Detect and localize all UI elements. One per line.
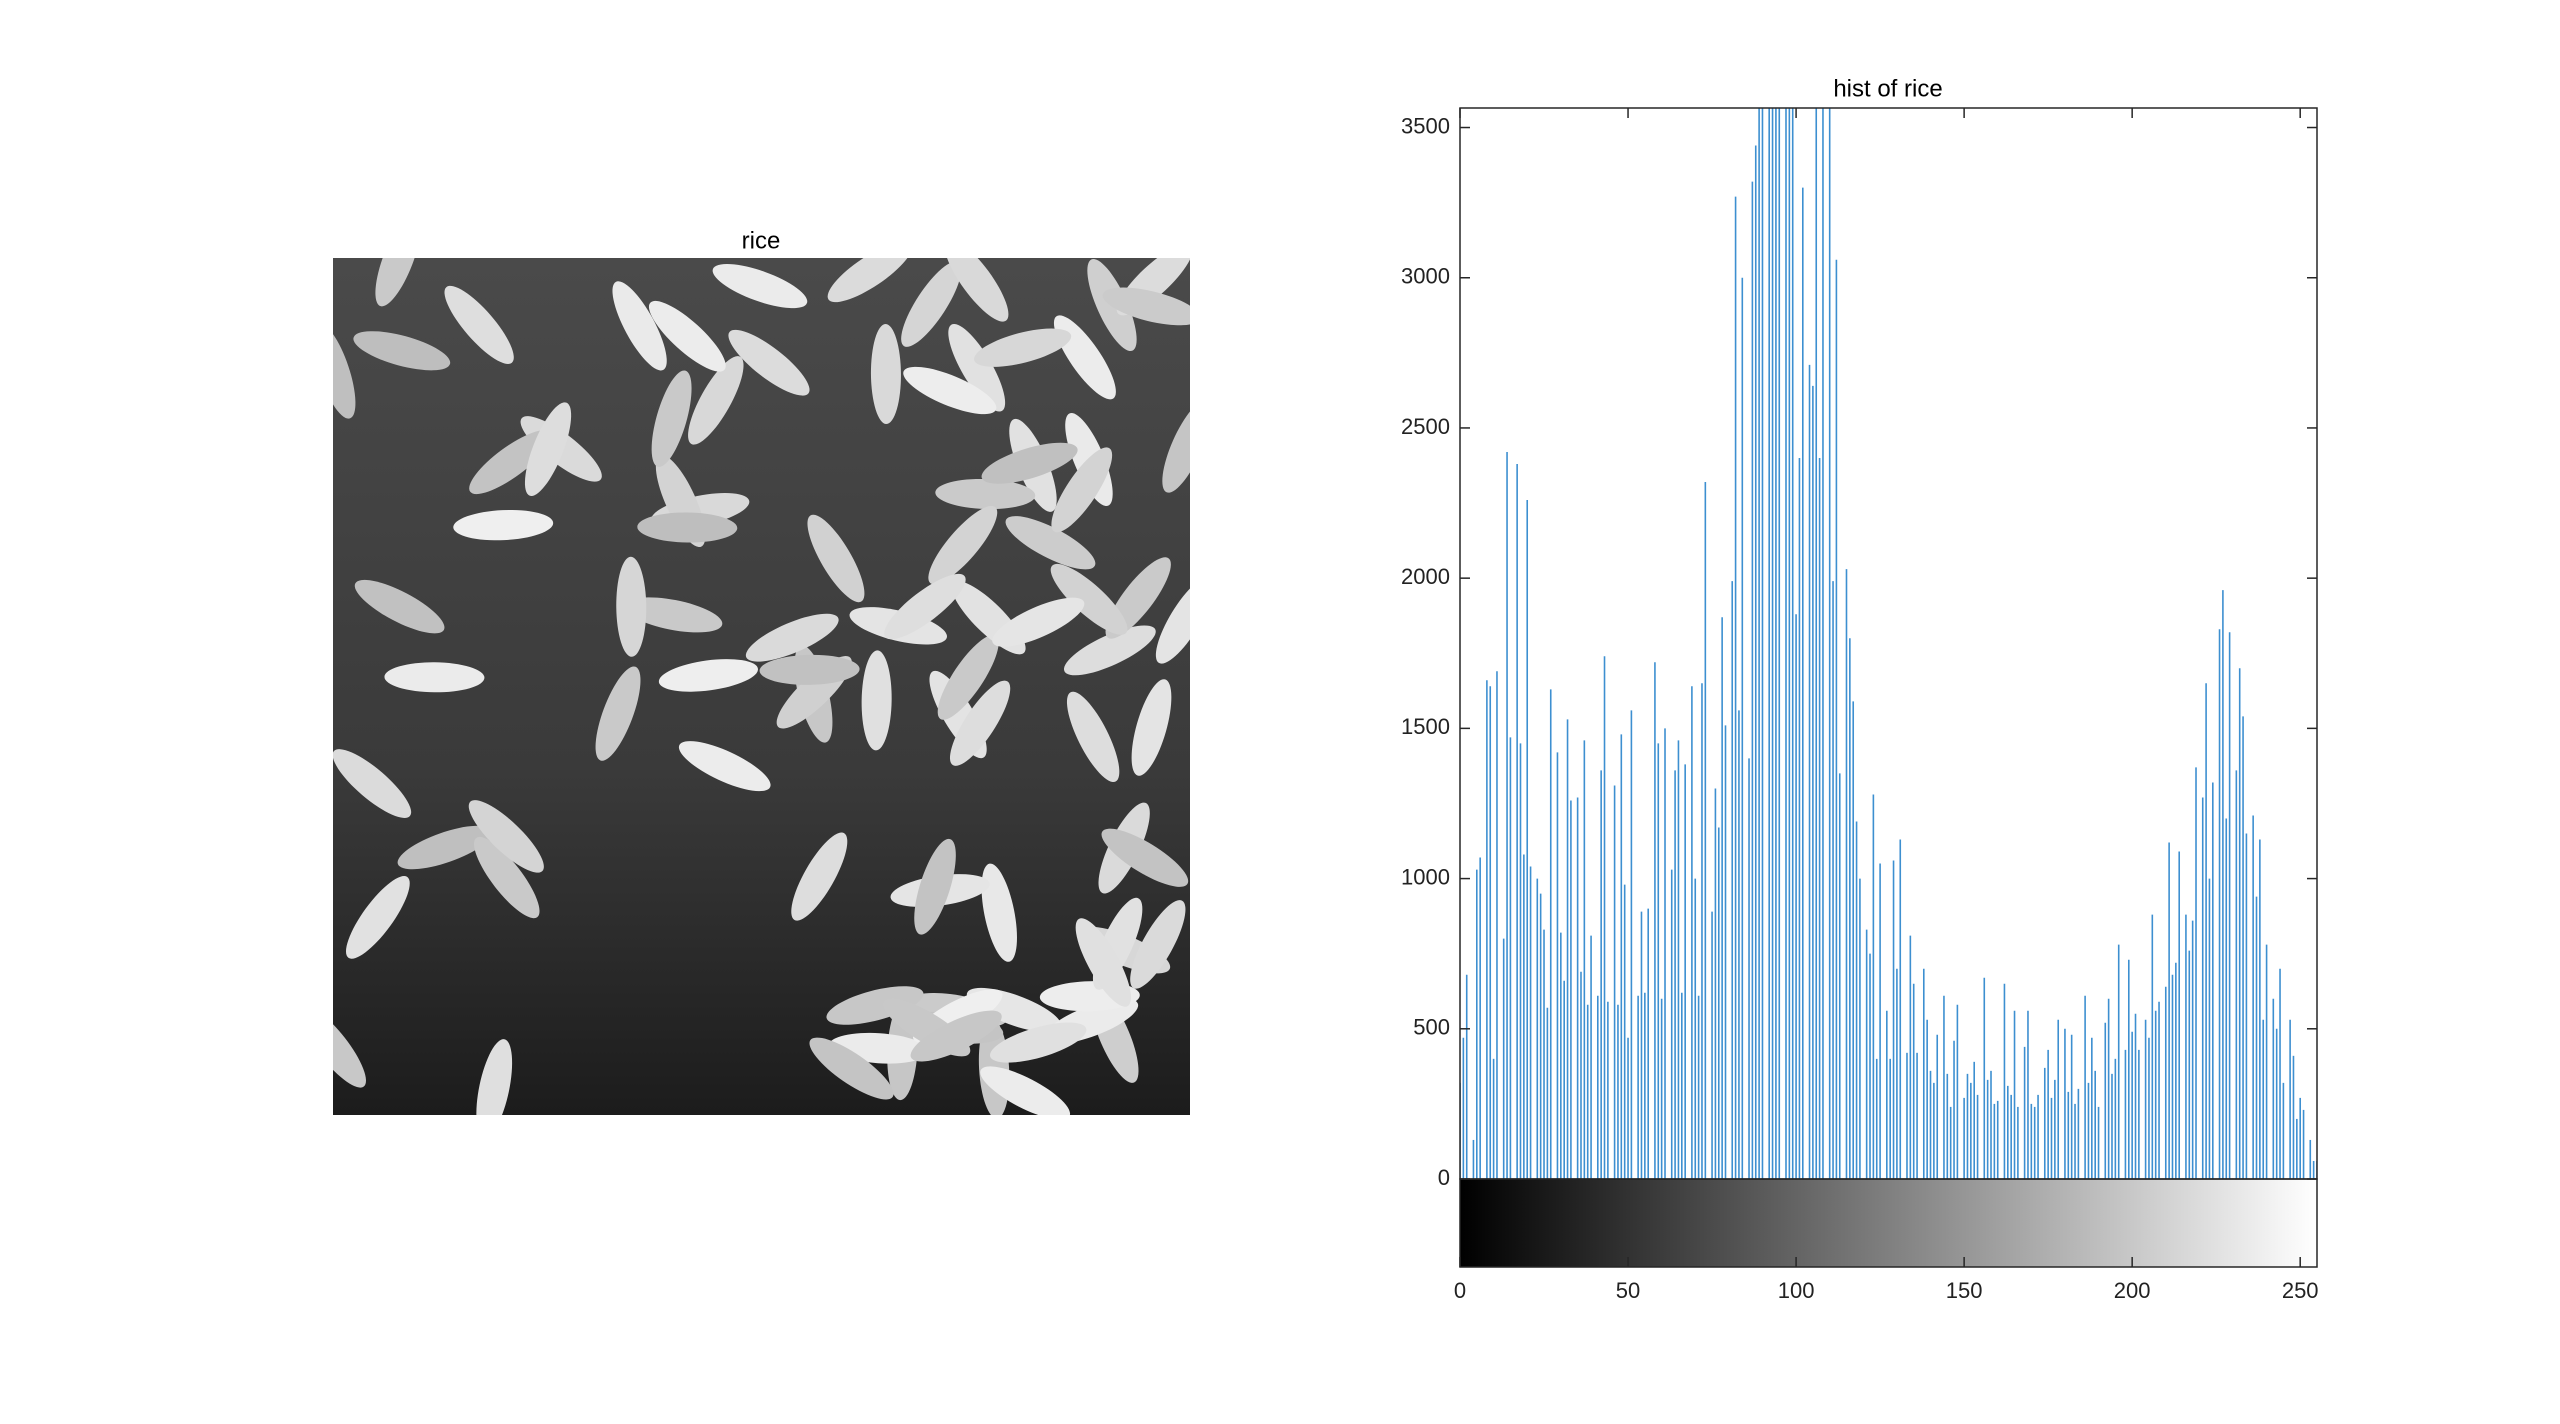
grain <box>807 514 865 603</box>
grain <box>826 986 924 1025</box>
grain <box>989 1022 1087 1063</box>
bars <box>1460 108 2317 1179</box>
grain <box>333 323 356 419</box>
grain <box>688 356 744 445</box>
grain <box>469 430 552 495</box>
grain <box>1051 447 1113 533</box>
grain <box>809 1037 894 1100</box>
grain <box>1102 287 1190 326</box>
grain <box>1155 576 1190 664</box>
grain <box>637 512 738 543</box>
grain <box>397 825 493 870</box>
grain <box>745 613 839 662</box>
x-tick-label: 100 <box>1778 1278 1815 1303</box>
y-tick-label: 1500 <box>1401 714 1450 739</box>
grain <box>453 509 554 541</box>
y-tick-label: 3000 <box>1401 264 1450 289</box>
grain <box>944 258 1009 322</box>
grain <box>623 597 723 633</box>
grain <box>981 863 1017 962</box>
grain <box>1130 900 1186 989</box>
grain <box>937 634 999 720</box>
x-tick-label: 250 <box>2282 1278 2319 1303</box>
grain <box>345 876 410 959</box>
grain <box>1101 828 1189 887</box>
grain <box>928 505 998 585</box>
grain <box>1005 516 1096 570</box>
grain <box>980 1066 1071 1115</box>
image-title: rice <box>742 227 781 254</box>
rice-image <box>333 258 1190 1115</box>
grain <box>712 263 808 309</box>
grain <box>648 300 726 372</box>
grain <box>612 281 667 371</box>
grain <box>1050 563 1128 635</box>
grain <box>884 573 966 640</box>
x-tick-label: 0 <box>1454 1278 1466 1303</box>
y-tick-label: 500 <box>1413 1015 1450 1040</box>
x-tick-label: 50 <box>1616 1278 1640 1303</box>
grain <box>935 478 1036 510</box>
grain <box>476 1039 513 1115</box>
grain <box>910 1010 1002 1062</box>
grain <box>468 800 544 873</box>
y-tick-label: 2500 <box>1401 414 1450 439</box>
y-tick-label: 3500 <box>1401 113 1450 138</box>
grain <box>914 838 956 935</box>
x-tick-label: 150 <box>1946 1278 1983 1303</box>
axes-box <box>1459 107 2318 1180</box>
grain <box>1162 400 1190 493</box>
grain <box>992 597 1085 647</box>
grain <box>333 1006 366 1088</box>
rice-grains <box>333 258 1190 1115</box>
grain <box>981 442 1078 484</box>
grain <box>948 323 1006 412</box>
grain <box>444 285 514 364</box>
y-tick-label: 2000 <box>1401 564 1450 589</box>
grain <box>861 650 892 751</box>
grain <box>827 258 913 303</box>
grain <box>791 832 848 921</box>
grain <box>651 370 692 467</box>
y-tick-label: 1000 <box>1401 864 1450 889</box>
x-tick-label: 200 <box>2114 1278 2151 1303</box>
grain <box>353 331 451 371</box>
grain <box>678 741 771 792</box>
grain <box>658 659 759 692</box>
grain <box>384 662 485 693</box>
grain <box>473 836 540 919</box>
grain <box>903 366 997 415</box>
grain <box>1066 691 1120 783</box>
grain <box>759 654 860 685</box>
grain <box>333 749 412 818</box>
grain <box>595 666 641 761</box>
grain <box>524 402 572 496</box>
grain <box>974 328 1072 367</box>
grain <box>616 556 647 657</box>
grain <box>870 324 901 425</box>
grain <box>901 261 962 347</box>
grain <box>1075 918 1131 1007</box>
chart-title: hist of rice <box>1833 75 1942 102</box>
grain <box>375 258 421 307</box>
grain <box>354 579 445 634</box>
grain <box>949 680 1011 766</box>
y-tick-label: 0 <box>1438 1165 1450 1190</box>
grain <box>728 329 810 396</box>
grain <box>1063 625 1156 676</box>
grain <box>1131 679 1172 776</box>
colorbar <box>1459 1178 2318 1268</box>
